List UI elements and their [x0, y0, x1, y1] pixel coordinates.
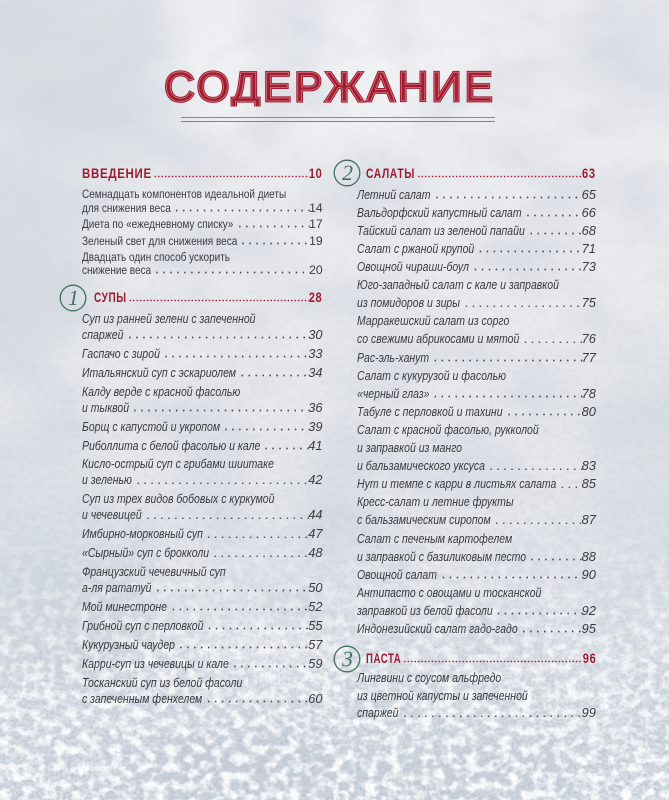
svg-text:СОДЕРЖАНИЕ: СОДЕРЖАНИЕ: [164, 63, 495, 110]
svg-text:СОДЕРЖАНИЕ: СОДЕРЖАНИЕ: [164, 63, 495, 110]
